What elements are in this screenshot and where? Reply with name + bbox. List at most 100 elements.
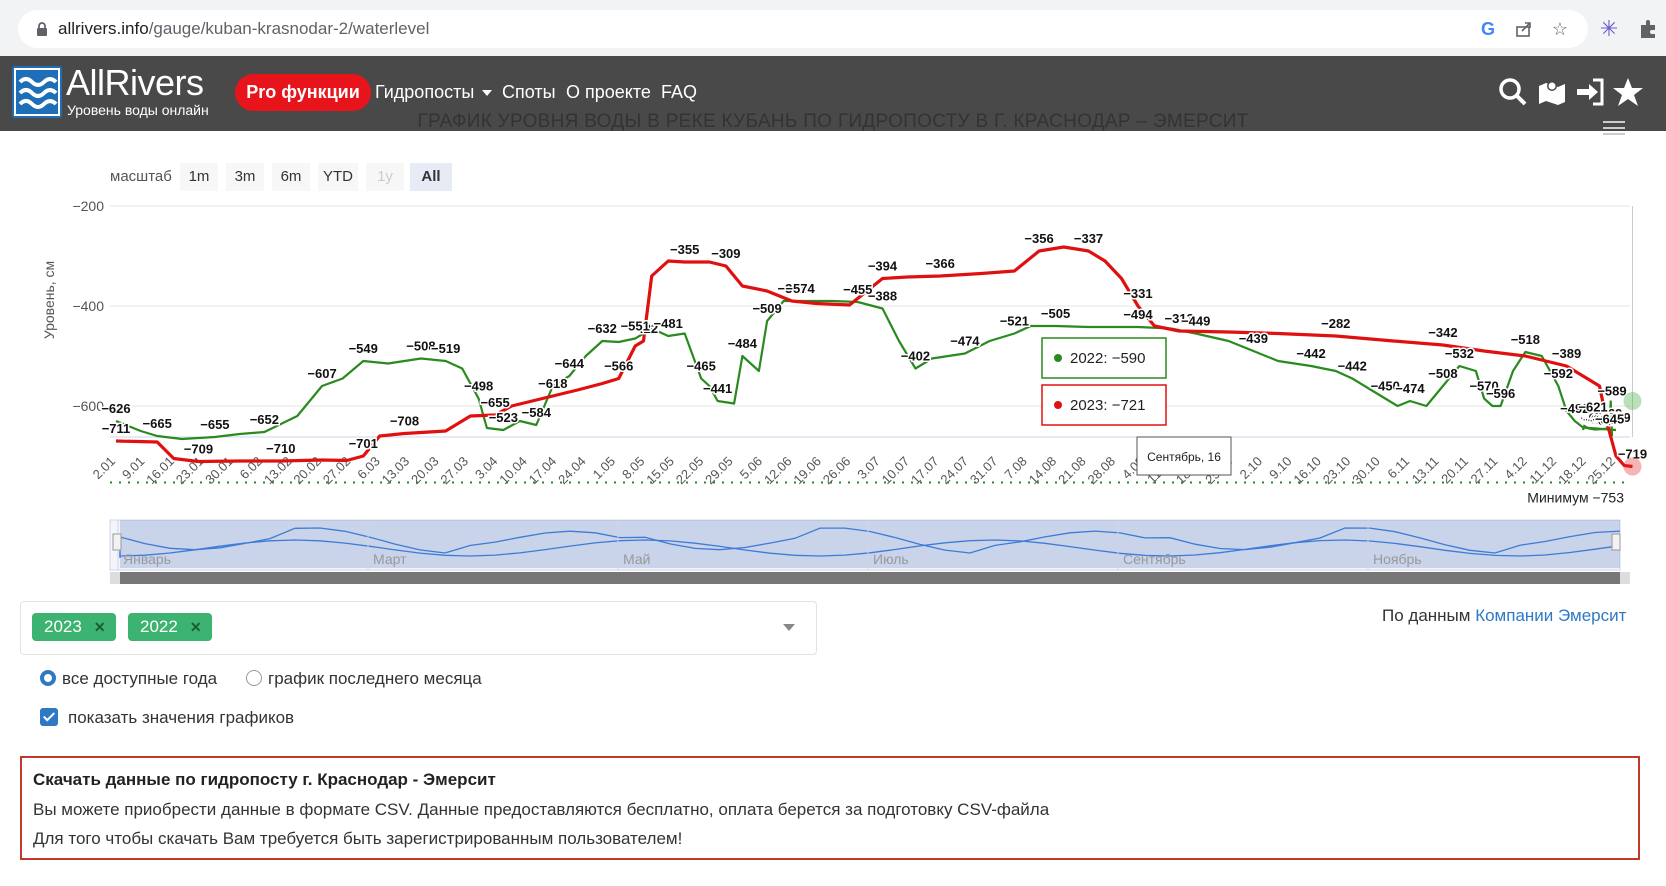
data-label-2022: −498	[464, 379, 493, 394]
radio-button[interactable]	[40, 670, 56, 686]
scrollbar-left-button[interactable]	[110, 572, 120, 584]
x-tick-label: 23.10	[1320, 454, 1354, 488]
nav-about[interactable]: О проекте	[566, 82, 651, 102]
checkbox-icon[interactable]	[40, 708, 58, 726]
navigator-label: Ноябрь	[1373, 551, 1422, 567]
search-icon[interactable]	[1497, 76, 1529, 108]
nav-spots[interactable]: Споты	[502, 82, 556, 102]
data-label-2022: −518	[1511, 332, 1540, 347]
x-tick-label: 13.02	[261, 454, 295, 488]
data-label-2023: −282	[1321, 316, 1350, 331]
data-label-2022: −644	[555, 356, 585, 371]
share-icon[interactable]	[1514, 19, 1534, 39]
navigator-handle-left[interactable]	[112, 533, 122, 551]
url-host: allrivers.info	[58, 19, 149, 38]
data-label-2023: −311	[778, 281, 807, 296]
favorite-star-icon[interactable]	[1612, 76, 1644, 108]
chart-menu-icon[interactable]	[1603, 121, 1625, 135]
data-label-2022: −559	[1601, 410, 1630, 425]
logo-icon[interactable]	[12, 66, 62, 118]
logo-title[interactable]: AllRivers	[66, 62, 204, 103]
download-panel: Скачать данные по гидропосту г. Краснода…	[20, 756, 1640, 860]
data-label-2022: −665	[143, 416, 172, 431]
tooltip-text-2022: 2022: −590	[1070, 350, 1146, 367]
x-tick-label: 6.11	[1384, 454, 1412, 482]
data-label-2022: −655	[200, 417, 229, 432]
navigator-label: Май	[623, 551, 650, 567]
data-label-2022: −508	[406, 339, 435, 354]
radio-last-month[interactable]: график последнего месяца	[246, 669, 482, 689]
pro-features-button[interactable]: Pro функции	[235, 74, 371, 111]
source-link[interactable]: Компании Эмерсит	[1475, 606, 1627, 625]
data-label-2022: −647	[1588, 413, 1617, 428]
map-icon[interactable]	[1536, 76, 1568, 108]
remove-tag-icon[interactable]: ✕	[189, 619, 202, 635]
year-tag-label: 2022	[140, 617, 178, 636]
navigator-series	[119, 539, 1621, 557]
data-label-2022: −570	[1469, 379, 1498, 394]
data-label-2022: −481	[654, 316, 683, 331]
data-label-2022: −439	[1239, 331, 1268, 346]
data-label-2022: −549	[349, 341, 378, 356]
data-label-2022: −519	[431, 341, 460, 356]
x-tick-label: 4.12	[1501, 454, 1530, 483]
data-label-2023: −709	[184, 442, 213, 457]
data-label-2022: −596	[1486, 386, 1515, 401]
zoom-ytd-button[interactable]: YTD	[318, 163, 358, 191]
y-tick-label: −600	[72, 398, 104, 414]
puzzle-icon[interactable]	[1636, 16, 1662, 42]
year-tag-2023[interactable]: 2023 ✕	[32, 613, 116, 641]
radio-button[interactable]	[246, 670, 262, 686]
scrollbar-thumb[interactable]	[120, 572, 1620, 584]
zoom-all-button[interactable]: All	[410, 163, 452, 191]
nav-faq[interactable]: FAQ	[661, 82, 698, 102]
radio-all-years[interactable]: все доступные года	[40, 669, 217, 689]
tooltip-dot-icon	[1054, 401, 1062, 409]
x-tick-label: 30.10	[1349, 454, 1383, 488]
zoom-6m-button[interactable]: 6m	[272, 163, 310, 191]
remove-tag-icon[interactable]: ✕	[93, 619, 106, 635]
data-label-2023: −355	[670, 242, 699, 257]
data-label-2022: −388	[868, 289, 897, 304]
x-tick-label: 1.05	[590, 454, 619, 483]
show-values-checkbox[interactable]: показать значения графиков	[40, 708, 294, 728]
year-tag-2022[interactable]: 2022 ✕	[128, 613, 212, 641]
data-label-2022: −450	[1371, 379, 1400, 394]
navigator-handle-right[interactable]	[1611, 533, 1621, 551]
navigator-label: Январь	[123, 551, 171, 567]
hover-marker-2023	[1623, 457, 1642, 476]
radio-all-label: все доступные года	[62, 669, 218, 688]
data-label-2022: −494	[1123, 307, 1153, 322]
series-line-2022-tail	[1581, 400, 1614, 437]
year-select[interactable]: 2023 ✕ 2022 ✕	[20, 601, 817, 655]
scrollbar-right-button[interactable]	[1620, 572, 1630, 584]
date-tooltip-text: Сентябрь, 16	[1147, 450, 1221, 464]
download-note: Для того чтобы скачать Вам требуется быт…	[33, 829, 683, 848]
address-bar[interactable]: allrivers.info/gauge/kuban-krasnodar-2/w…	[18, 10, 1588, 48]
x-tick-label: 29.05	[702, 454, 736, 488]
x-tick-label: 14.08	[1026, 454, 1060, 488]
login-icon[interactable]	[1574, 76, 1606, 108]
zoom-3m-button[interactable]: 3m	[226, 163, 264, 191]
url-text[interactable]: allrivers.info/gauge/kuban-krasnodar-2/w…	[58, 19, 429, 39]
star-icon[interactable]: ☆	[1551, 19, 1569, 39]
tooltip-text-2023: 2023: −721	[1070, 397, 1146, 414]
data-label-2022: −589	[1597, 384, 1626, 399]
nav-gauges[interactable]: Гидропосты	[375, 82, 493, 103]
zoom-1y-button[interactable]: 1y	[366, 163, 404, 191]
tooltip-box-2022	[1041, 337, 1167, 379]
data-label-2023: −313	[1165, 311, 1194, 326]
data-label-2022: −632	[588, 321, 617, 336]
hover-marker-2022	[1623, 392, 1642, 410]
zoom-1m-button[interactable]: 1m	[180, 163, 218, 191]
chevron-down-icon[interactable]	[783, 624, 795, 631]
x-tick-label: 27.11	[1468, 454, 1501, 487]
extension-icon[interactable]: ✳	[1599, 16, 1619, 41]
year-tag-label: 2023	[44, 617, 82, 636]
data-label-2022: −621	[1578, 400, 1607, 415]
google-icon[interactable]: G	[1480, 19, 1495, 39]
tooltip-box-2023	[1041, 384, 1167, 426]
site-nav: AllRivers Уровень воды онлайн Pro функци…	[0, 56, 1666, 131]
data-label-2022: −645	[1595, 412, 1624, 427]
